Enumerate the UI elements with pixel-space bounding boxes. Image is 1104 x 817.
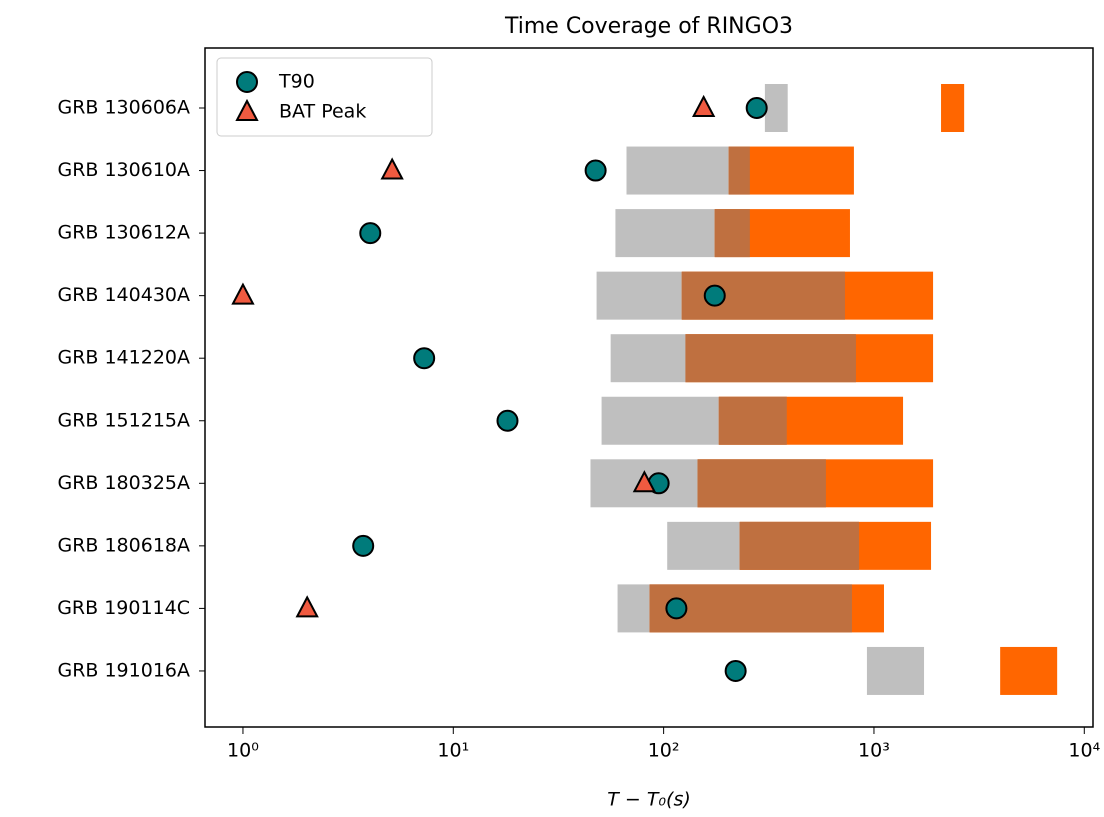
bat-peak-marker — [692, 94, 716, 117]
overlap-bar — [714, 209, 750, 258]
legend-box — [216, 57, 433, 137]
overlap-bar — [685, 334, 856, 383]
x-tick-label: 10⁴ — [1068, 740, 1100, 762]
bat-peak-marker — [231, 282, 255, 305]
legend-label: T90 — [278, 71, 315, 93]
y-tick-label: GRB 130606A — [57, 97, 190, 119]
coverage-bar — [866, 646, 925, 695]
y-tick-label: GRB 130612A — [57, 222, 190, 244]
y-tick-label: GRB 130610A — [57, 159, 190, 181]
plot-frame — [204, 47, 1094, 728]
t90-marker — [745, 97, 768, 119]
x-tick-label: 10¹ — [437, 740, 469, 762]
t90-marker — [703, 284, 726, 307]
legend-marker — [236, 71, 258, 93]
t90-marker — [496, 409, 519, 432]
overlap-bar — [728, 146, 750, 195]
coverage-bar — [764, 84, 788, 132]
t90-marker — [584, 159, 607, 182]
bat-peak-marker — [632, 470, 657, 493]
bat-peak-marker — [380, 157, 404, 180]
legend-marker — [235, 98, 259, 121]
x-tick-label: 10³ — [858, 740, 890, 762]
x-tick-label: 10⁰ — [227, 740, 259, 762]
y-tick-label: GRB 140430A — [57, 284, 190, 306]
bat-peak-marker — [295, 595, 319, 618]
x-axis-label: T − T₀(s) — [607, 789, 691, 811]
y-tick-label: GRB 151215A — [57, 409, 190, 431]
coverage-bar — [941, 84, 965, 132]
t90-marker — [359, 222, 382, 245]
t90-marker — [724, 659, 747, 682]
y-tick-label: GRB 191016A — [57, 659, 190, 681]
t90-marker — [352, 534, 375, 557]
t90-marker — [665, 597, 688, 620]
y-tick-label: GRB 141220A — [57, 347, 190, 369]
y-tick-label: GRB 190114C — [57, 597, 190, 619]
coverage-bar — [1000, 646, 1058, 695]
chart-title: Time Coverage of RINGO3 — [504, 14, 793, 39]
y-tick-label: GRB 180325A — [57, 472, 190, 494]
x-tick-label: 10² — [648, 740, 680, 762]
legend-label: BAT Peak — [279, 101, 366, 123]
y-tick-label: GRB 180618A — [57, 534, 190, 556]
overlap-bar — [718, 396, 787, 445]
t90-marker — [413, 347, 436, 370]
overlap-bar — [697, 459, 826, 508]
overlap-bar — [739, 521, 860, 570]
